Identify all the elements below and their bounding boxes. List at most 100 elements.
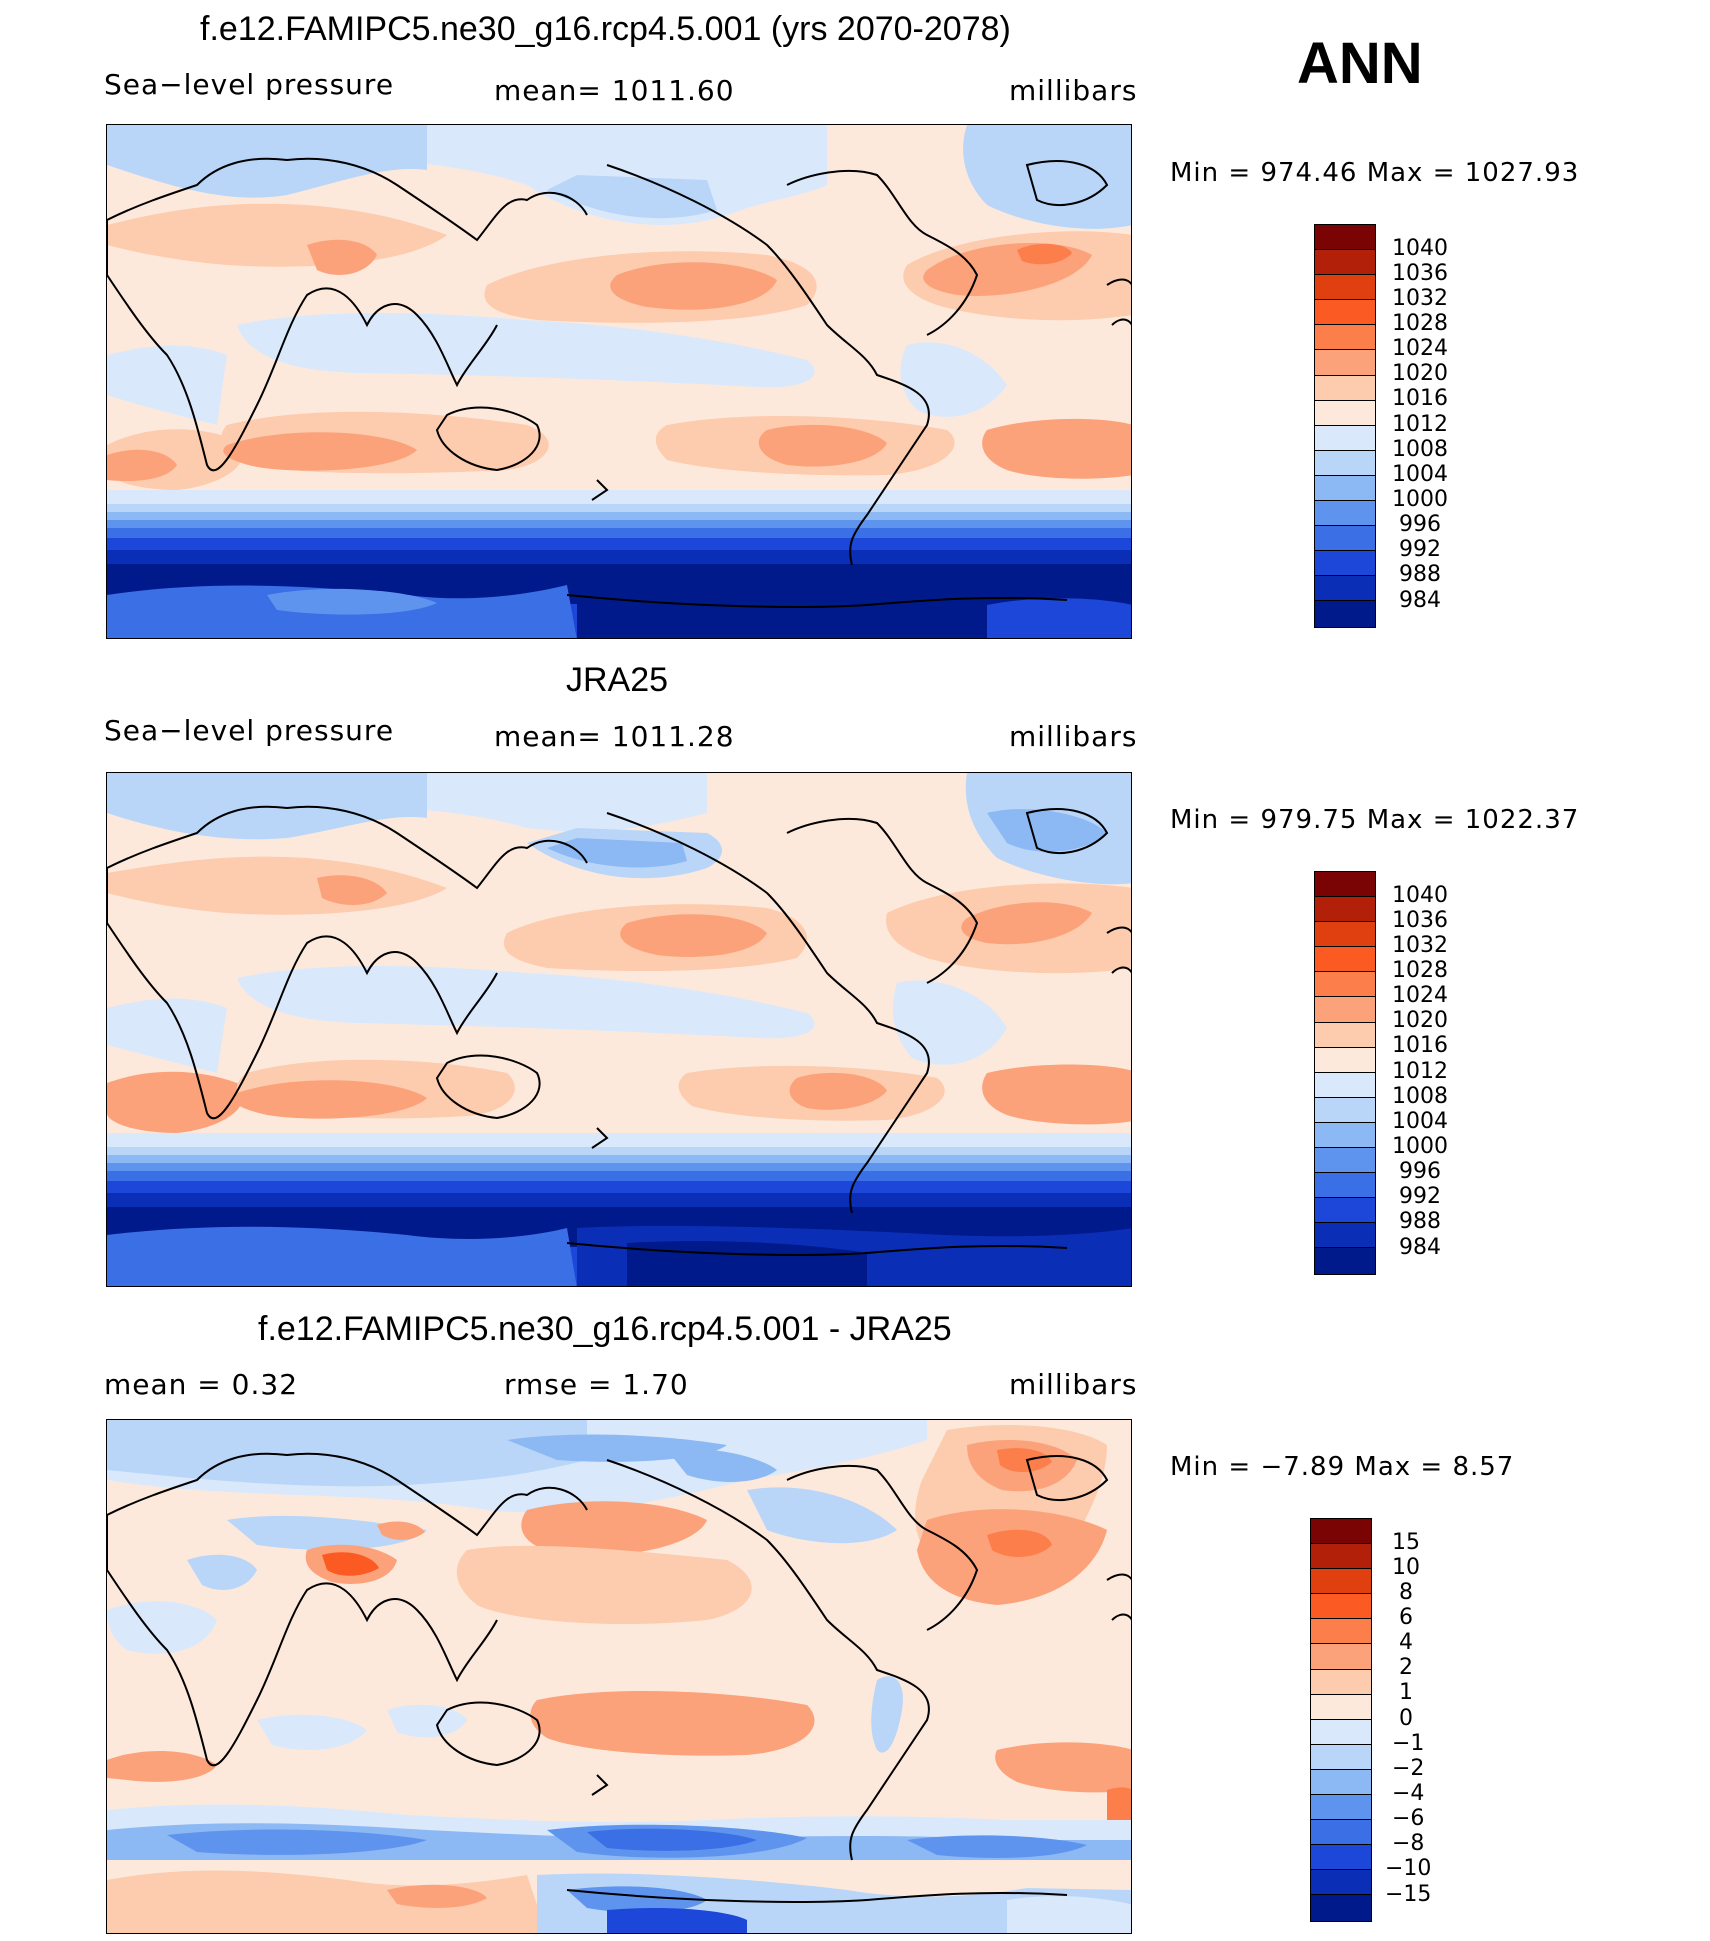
colorbar-swatch: [1315, 275, 1375, 301]
colorbar-swatch: [1315, 225, 1375, 251]
colorbar-swatch: [1311, 1669, 1371, 1695]
colorbar-swatch: [1315, 872, 1375, 898]
panel-2-coastlines: [107, 805, 1131, 1256]
colorbar-swatch: [1315, 425, 1375, 451]
colorbar-swatch: [1311, 1569, 1371, 1595]
colorbar-swatch: [1315, 1097, 1375, 1123]
colorbar-tick-label: 1012: [1392, 412, 1448, 437]
panel-3-units-label: millibars: [1009, 1368, 1138, 1401]
panel-1-variable-label: Sea−level pressure: [104, 68, 395, 101]
panel-2-variable-label: Sea−level pressure: [104, 714, 395, 747]
colorbar-tick-label: 0: [1399, 1706, 1413, 1731]
colorbar-tick-label: 10: [1392, 1555, 1420, 1580]
panel-1-units-label: millibars: [1009, 74, 1138, 107]
colorbar-swatch: [1311, 1544, 1371, 1570]
colorbar-swatch: [1311, 1719, 1371, 1745]
colorbar-swatch: [1315, 250, 1375, 276]
panel-3-colorbar: [1310, 1518, 1372, 1922]
panel-1-minmax: Min = 974.46 Max = 1027.93: [1170, 158, 1580, 188]
colorbar-swatch: [1315, 350, 1375, 376]
colorbar-swatch: [1311, 1519, 1371, 1545]
colorbar-swatch: [1311, 1619, 1371, 1645]
colorbar-swatch: [1311, 1870, 1371, 1896]
colorbar-tick-label: 8: [1399, 1580, 1413, 1605]
panel-3-mean-label: mean = 0.32: [104, 1368, 299, 1401]
panel-2-title: JRA25: [566, 661, 669, 699]
colorbar-tick-label: 1012: [1392, 1059, 1448, 1084]
colorbar-tick-label: 992: [1399, 1184, 1441, 1209]
panel-3-rmse-label: rmse = 1.70: [504, 1368, 689, 1401]
panel-3-map-svg: [107, 1420, 1131, 1933]
colorbar-tick-label: 1032: [1392, 933, 1448, 958]
panel-1-pressure-field: [107, 125, 1131, 638]
colorbar-tick-label: 1004: [1392, 1109, 1448, 1134]
colorbar-swatch: [1315, 576, 1375, 602]
colorbar-tick-label: 1024: [1392, 983, 1448, 1008]
colorbar-swatch: [1315, 300, 1375, 326]
colorbar-tick-label: 15: [1392, 1530, 1420, 1555]
colorbar-tick-label: 1028: [1392, 311, 1448, 336]
colorbar-tick-label: 1036: [1392, 908, 1448, 933]
colorbar-tick-label: 6: [1399, 1605, 1413, 1630]
colorbar-swatch: [1315, 475, 1375, 502]
colorbar-swatch: [1311, 1845, 1371, 1871]
colorbar-swatch: [1315, 526, 1375, 552]
colorbar-swatch: [1315, 1223, 1375, 1249]
colorbar-swatch: [1315, 450, 1375, 476]
panel-1-map: [106, 124, 1132, 639]
colorbar-swatch: [1311, 1644, 1371, 1670]
colorbar-tick-label: 996: [1399, 1159, 1441, 1184]
colorbar-tick-label: −1: [1392, 1731, 1425, 1756]
panel-1-title: f.e12.FAMIPC5.ne30_g16.rcp4.5.001 (yrs 2…: [200, 10, 1011, 48]
panel-1-colorbar: [1314, 224, 1376, 628]
panel-3-difference-field: [107, 1420, 1131, 1933]
colorbar-tick-label: 988: [1399, 562, 1441, 587]
colorbar-swatch: [1315, 375, 1375, 401]
panel-2-map: [106, 772, 1132, 1287]
panel-2-units-label: millibars: [1009, 720, 1138, 753]
colorbar-tick-label: 1032: [1392, 286, 1448, 311]
colorbar-swatch: [1311, 1820, 1371, 1846]
colorbar-swatch: [1315, 1148, 1375, 1174]
colorbar-swatch: [1315, 1022, 1375, 1048]
colorbar-tick-label: 1016: [1392, 1033, 1448, 1058]
colorbar-swatch: [1311, 1769, 1371, 1796]
panel-1-coastlines: [107, 157, 1131, 608]
colorbar-swatch: [1315, 601, 1375, 627]
colorbar-tick-label: 1008: [1392, 437, 1448, 462]
season-label: ANN: [1297, 31, 1423, 96]
colorbar-swatch: [1315, 897, 1375, 923]
colorbar-tick-label: 1028: [1392, 958, 1448, 983]
panel-3-minmax: Min = −7.89 Max = 8.57: [1170, 1452, 1515, 1482]
colorbar-tick-label: 1024: [1392, 336, 1448, 361]
colorbar-tick-label: 984: [1399, 1235, 1441, 1260]
colorbar-swatch: [1311, 1744, 1371, 1770]
colorbar-tick-label: 992: [1399, 537, 1441, 562]
colorbar-tick-label: 1000: [1392, 487, 1448, 512]
colorbar-tick-label: 1020: [1392, 1008, 1448, 1033]
colorbar-swatch: [1315, 997, 1375, 1023]
colorbar-swatch: [1315, 1248, 1375, 1274]
panel-3-title: f.e12.FAMIPC5.ne30_g16.rcp4.5.001 - JRA2…: [258, 1310, 952, 1348]
colorbar-tick-label: 2: [1399, 1655, 1413, 1680]
colorbar-swatch: [1315, 1072, 1375, 1098]
colorbar-tick-label: −2: [1392, 1756, 1425, 1781]
colorbar-tick-label: −15: [1385, 1882, 1432, 1907]
colorbar-swatch: [1315, 400, 1375, 426]
colorbar-tick-label: 4: [1399, 1630, 1413, 1655]
colorbar-tick-label: 1036: [1392, 261, 1448, 286]
panel-2-mean-label: mean= 1011.28: [494, 720, 735, 753]
colorbar-swatch: [1315, 501, 1375, 527]
colorbar-tick-label: 1004: [1392, 462, 1448, 487]
colorbar-tick-label: −4: [1392, 1781, 1425, 1806]
colorbar-swatch: [1315, 1198, 1375, 1224]
panel-2-colorbar: [1314, 871, 1376, 1275]
panel-3-coastlines: [107, 1452, 1131, 1903]
colorbar-tick-label: 1040: [1392, 883, 1448, 908]
colorbar-tick-label: 988: [1399, 1209, 1441, 1234]
panel-3-map: [106, 1419, 1132, 1934]
colorbar-swatch: [1315, 922, 1375, 948]
colorbar-swatch: [1315, 947, 1375, 973]
colorbar-tick-label: 1008: [1392, 1084, 1448, 1109]
colorbar-swatch: [1311, 1795, 1371, 1821]
